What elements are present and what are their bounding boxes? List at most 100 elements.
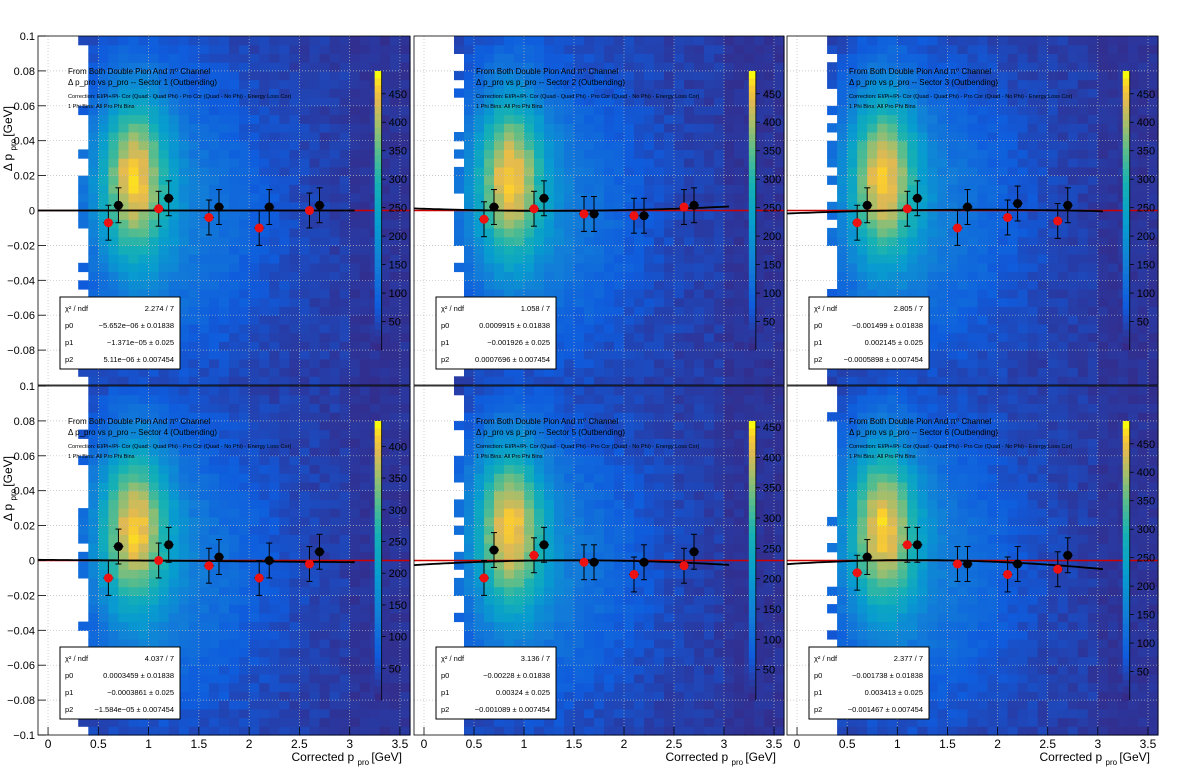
heatmap-cell (208, 114, 220, 124)
heatmap-cell (1137, 306, 1149, 316)
heatmap-cell (178, 262, 190, 273)
heatmap-cell (229, 62, 240, 72)
heatmap-cell (188, 114, 200, 124)
heatmap-cell (524, 149, 535, 159)
heatmap-cell (624, 88, 635, 98)
heatmap-cell (219, 595, 230, 605)
heatmap-cell (837, 193, 848, 203)
heatmap-cell (118, 193, 130, 203)
heatmap-cell (614, 367, 625, 377)
heatmap-cell (299, 88, 311, 98)
heatmap-cell (1047, 289, 1059, 299)
heatmap-cell (1087, 175, 1099, 185)
heatmap-cell (574, 201, 585, 212)
heatmap-cell (594, 175, 605, 185)
heatmap-cell (1057, 158, 1069, 168)
heatmap-cell (1027, 114, 1039, 124)
colorbar-segment (1122, 259, 1130, 267)
heatmap-cell (389, 262, 401, 273)
heatmap-cell (857, 53, 868, 63)
heatmap-cell (98, 184, 109, 194)
heatmap-cell (1087, 123, 1099, 133)
heatmap-cell (389, 271, 401, 281)
heatmap-cell (664, 88, 675, 98)
heatmap-cell (684, 62, 695, 72)
heatmap-cell (504, 262, 515, 273)
heatmap-cell (1067, 44, 1079, 54)
heatmap-cell (754, 140, 765, 150)
heatmap-cell (1148, 166, 1159, 177)
heatmap-cell (178, 665, 190, 675)
heatmap-cell (108, 612, 120, 623)
heatmap-cell (349, 332, 361, 342)
heatmap-cell (118, 149, 130, 159)
heatmap-cell (178, 166, 190, 177)
heatmap-cell (198, 193, 210, 203)
heatmap-cell (249, 70, 260, 81)
colorbar-segment (748, 238, 756, 246)
heatmap-cell (634, 315, 645, 325)
heatmap-cell (1087, 114, 1099, 124)
heatmap-cell (877, 149, 888, 159)
heatmap-cell (584, 97, 595, 107)
heatmap-cell (664, 210, 675, 220)
heatmap-cell (544, 193, 555, 203)
heatmap-cell (198, 403, 210, 413)
colorbar-segment (1122, 189, 1130, 198)
heatmap-cell (359, 332, 371, 342)
heatmap-cell (389, 341, 401, 351)
heatmap-cell (734, 158, 745, 168)
heatmap-cell (734, 184, 745, 194)
heatmap-cell (714, 280, 725, 290)
heatmap-cell (148, 560, 160, 570)
heatmap-cell (724, 175, 735, 185)
heatmap-cell (614, 132, 625, 142)
heatmap-cell (594, 193, 605, 203)
heatmap-cell (88, 447, 99, 457)
heatmap-cell (494, 201, 505, 212)
heatmap-cell (544, 70, 555, 81)
heatmap-cell (128, 516, 140, 527)
heatmap-cell (827, 376, 838, 386)
heatmap-cell (764, 227, 775, 238)
heatmap-cell (564, 219, 575, 229)
heatmap-cell (198, 691, 210, 701)
heatmap-cell (917, 53, 928, 63)
heatmap-cell (734, 70, 745, 81)
heatmap-cell (534, 367, 545, 377)
heatmap-cell (837, 289, 848, 299)
heatmap-cell (664, 271, 675, 281)
heatmap-cell (128, 621, 140, 631)
heatmap-cell (1057, 367, 1069, 377)
heatmap-cell (269, 184, 280, 194)
heatmap-cell (967, 114, 979, 124)
colorbar-segment (374, 343, 382, 351)
heatmap-cell (1037, 88, 1049, 98)
heatmap-cell (644, 132, 655, 142)
heatmap-cell (977, 297, 989, 307)
heatmap-cell (158, 262, 170, 273)
heatmap-cell (148, 53, 160, 63)
heatmap-cell (694, 201, 705, 212)
marker (579, 209, 589, 219)
heatmap-cell (947, 315, 958, 325)
heatmap-cell (574, 140, 585, 150)
heatmap-cell (474, 70, 485, 81)
heatmap-cell (309, 44, 321, 54)
heatmap-cell (349, 306, 361, 316)
heatmap-cell (937, 166, 948, 177)
heatmap-cell (857, 254, 868, 264)
heatmap-cell (724, 79, 735, 89)
heatmap-cell (269, 254, 280, 264)
heatmap-cell (329, 184, 341, 194)
heatmap-cell (188, 647, 200, 658)
heatmap-cell (614, 36, 625, 46)
heatmap-cell (514, 254, 525, 264)
heatmap-cell (168, 543, 180, 553)
heatmap-cell (694, 36, 705, 46)
heatmap-cell (128, 577, 140, 588)
heatmap-cell (198, 236, 210, 246)
heatmap-cell (977, 70, 989, 81)
heatmap-cell (329, 70, 341, 81)
heatmap-cell (897, 271, 908, 281)
